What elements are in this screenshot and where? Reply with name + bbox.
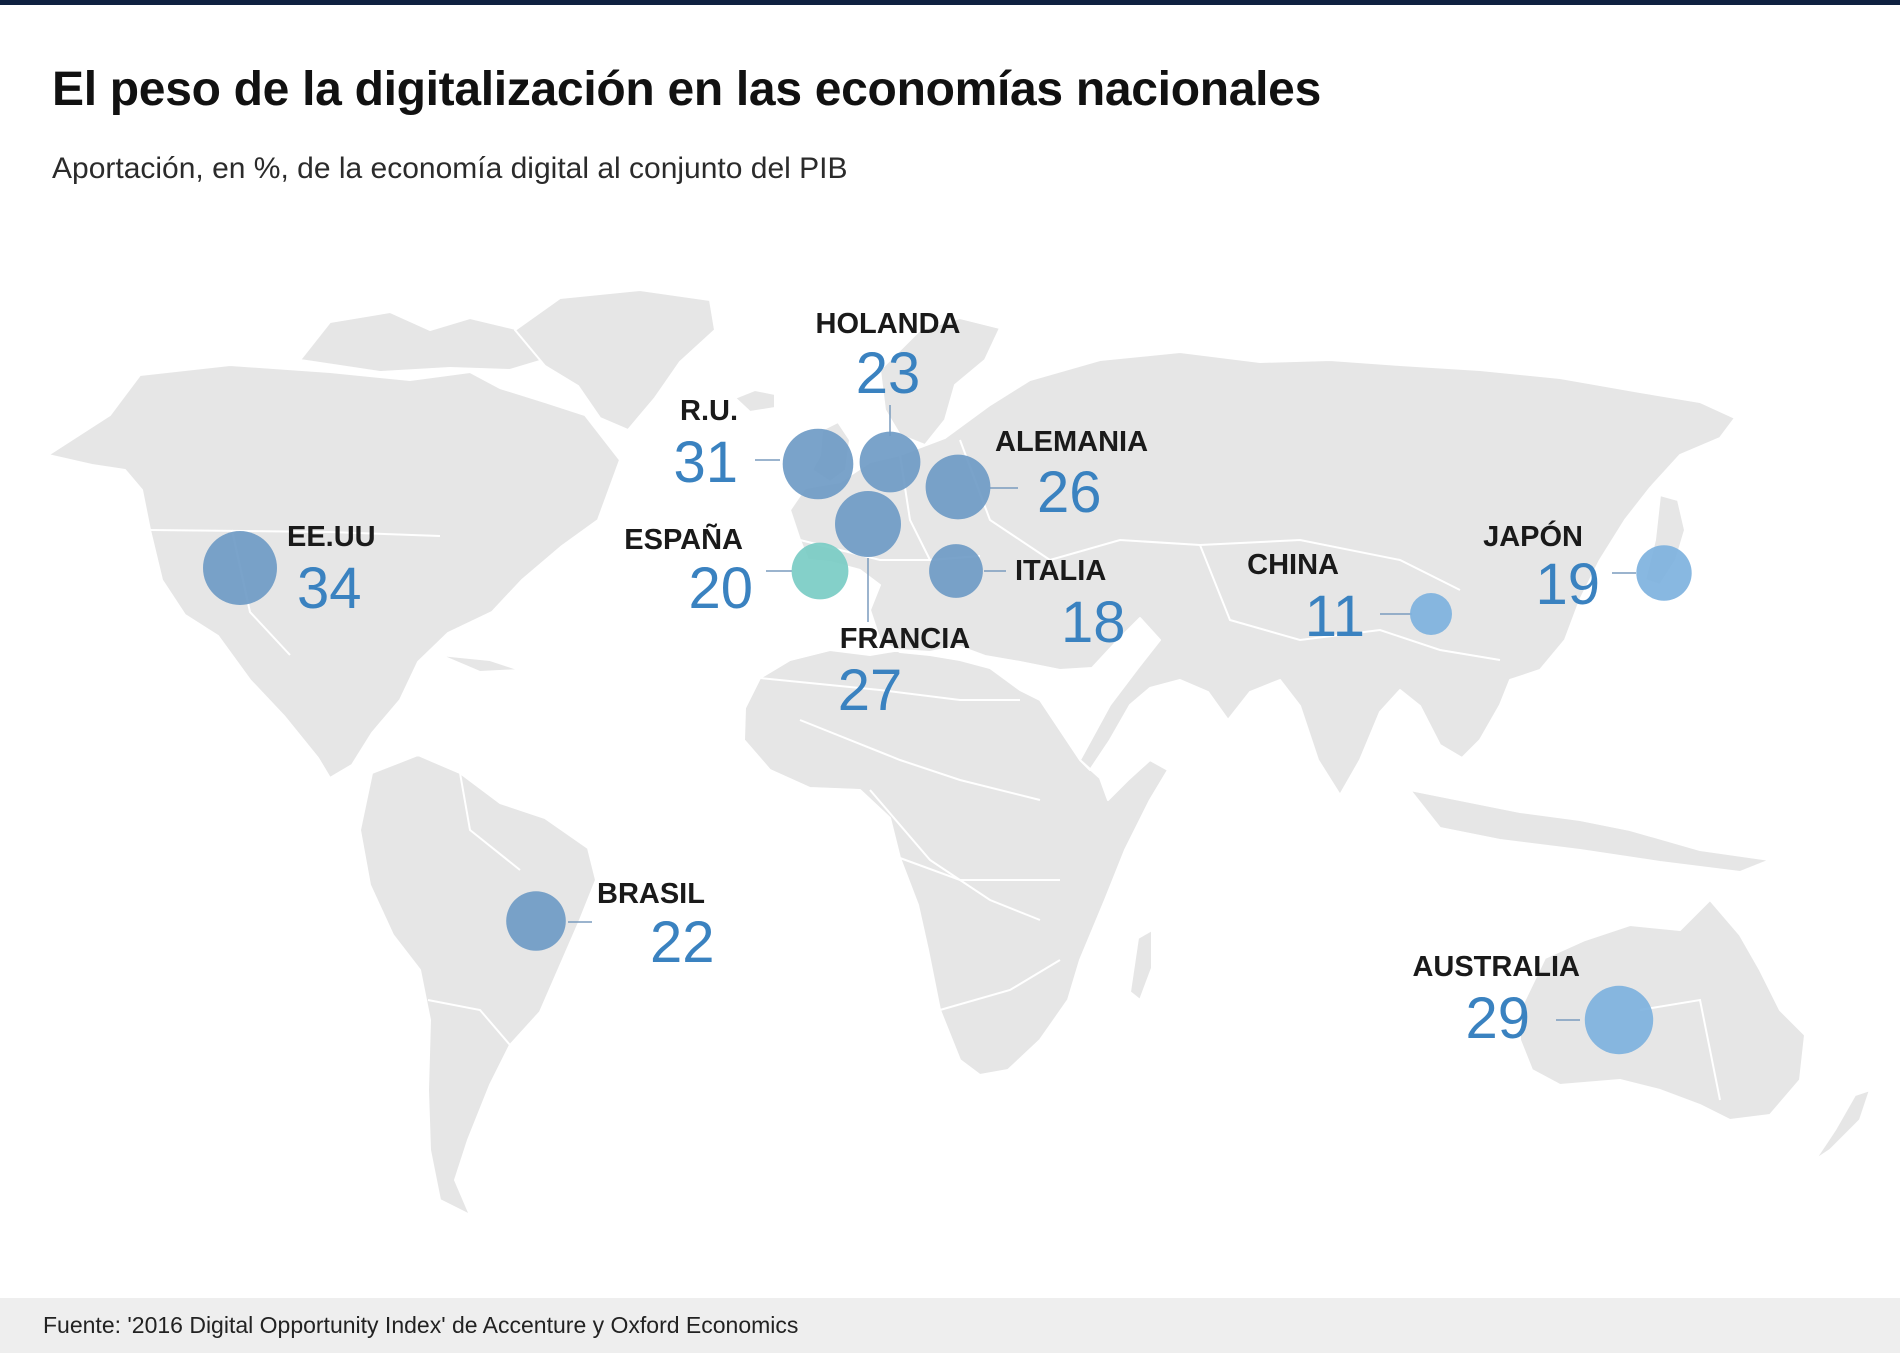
country-label-br: BRASIL xyxy=(597,878,705,910)
country-value-es: 20 xyxy=(688,556,753,621)
country-label-it: ITALIA xyxy=(1015,555,1106,587)
bubble-au[interactable] xyxy=(1584,985,1654,1055)
bubble-br[interactable] xyxy=(506,891,566,951)
bubble-jp[interactable] xyxy=(1636,545,1692,601)
country-value-au: 29 xyxy=(1465,986,1530,1051)
land-scandinavia xyxy=(879,317,1001,446)
country-value-br: 22 xyxy=(650,910,715,975)
bubble-it[interactable] xyxy=(929,544,983,598)
country-label-jp: JAPÓN xyxy=(1483,519,1583,553)
bubble-uk[interactable] xyxy=(782,428,854,500)
country-label-nl: HOLANDA xyxy=(816,308,961,340)
country-value-us: 34 xyxy=(297,556,362,621)
chart-subtitle: Aportación, en %, de la economía digital… xyxy=(52,152,848,185)
bubble-nl[interactable] xyxy=(859,431,921,493)
land-masses xyxy=(47,289,1871,1216)
land-south-america xyxy=(359,754,597,1216)
country-value-cn: 11 xyxy=(1305,584,1365,649)
country-label-fr: FRANCIA xyxy=(840,623,971,655)
land-australia xyxy=(1519,899,1806,1121)
land-iceland xyxy=(734,389,776,413)
source-note: Fuente: '2016 Digital Opportunity Index'… xyxy=(43,1312,799,1338)
land-new-zealand xyxy=(1814,1089,1871,1161)
country-borders xyxy=(149,439,1721,1101)
country-value-uk: 31 xyxy=(673,430,738,495)
bubble-es[interactable] xyxy=(791,542,849,600)
country-value-de: 26 xyxy=(1037,460,1102,525)
land-north-america xyxy=(47,364,621,779)
land-arctic-islands xyxy=(299,311,561,373)
land-indonesia xyxy=(1409,789,1771,873)
top-accent-bar xyxy=(0,0,1900,5)
footer-bar: Fuente: '2016 Digital Opportunity Index'… xyxy=(0,1298,1900,1353)
country-value-jp: 19 xyxy=(1535,552,1600,617)
land-greenland xyxy=(514,289,716,431)
land-caribbean xyxy=(439,654,521,673)
land-eurasia-africa xyxy=(743,351,1736,1076)
country-label-uk: R.U. xyxy=(680,395,738,427)
chart-title: El peso de la digitalización en las econ… xyxy=(52,63,1321,116)
bubble-de[interactable] xyxy=(925,454,991,520)
country-label-cn: CHINA xyxy=(1247,549,1339,581)
country-label-de: ALEMANIA xyxy=(995,426,1148,458)
land-madagascar xyxy=(1129,929,1153,1001)
country-value-it: 18 xyxy=(1061,590,1126,655)
country-value-nl: 23 xyxy=(856,341,921,406)
country-value-fr: 27 xyxy=(838,658,903,723)
bubble-fr[interactable] xyxy=(835,491,901,557)
country-label-au: AUSTRALIA xyxy=(1412,951,1580,983)
country-label-us: EE.UU xyxy=(287,521,376,553)
bubble-cn[interactable] xyxy=(1410,593,1452,635)
country-label-es: ESPAÑA xyxy=(624,522,743,556)
bubble-us[interactable] xyxy=(203,531,277,605)
